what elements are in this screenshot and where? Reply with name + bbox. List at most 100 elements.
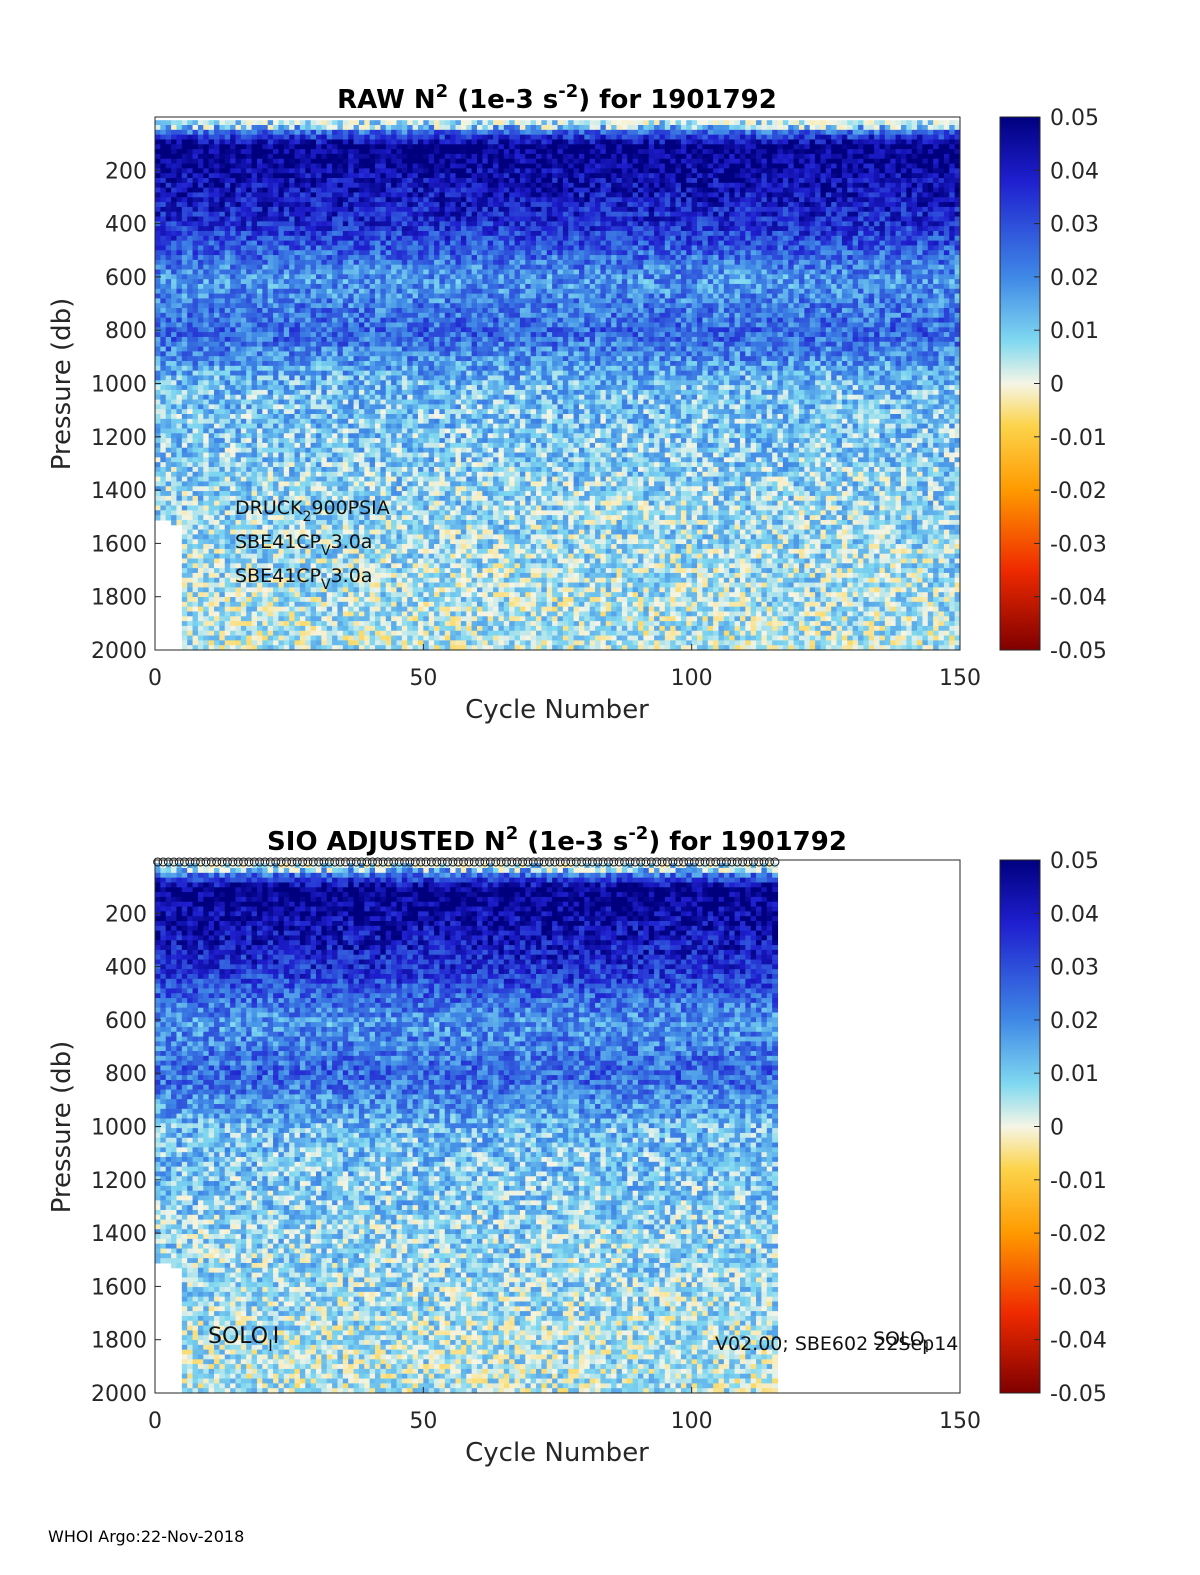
heatmap-cell	[187, 125, 193, 130]
heatmap-cell	[332, 587, 338, 592]
heatmap-cell	[316, 274, 322, 279]
heatmap-cell	[262, 472, 268, 477]
heatmap-cell	[316, 467, 322, 472]
heatmap-cell	[257, 284, 263, 289]
heatmap-cell	[289, 390, 295, 395]
heatmap-cell	[354, 356, 360, 361]
heatmap-cell	[337, 375, 343, 380]
heatmap-cell	[166, 188, 172, 193]
heatmap-cell	[359, 298, 365, 303]
heatmap-cell	[391, 120, 397, 125]
heatmap-cell	[198, 298, 204, 303]
heatmap-cell	[193, 226, 199, 231]
heatmap-cell	[160, 192, 166, 197]
heatmap-cell	[375, 270, 381, 275]
heatmap-cell	[337, 294, 343, 299]
heatmap-cell	[241, 120, 247, 125]
heatmap-cell	[182, 149, 188, 154]
heatmap-cell	[300, 313, 306, 318]
heatmap-cell	[225, 212, 231, 217]
heatmap-cell	[171, 448, 177, 453]
heatmap-cell	[295, 400, 301, 405]
heatmap-cell	[316, 322, 322, 327]
heatmap-cell	[375, 221, 381, 226]
heatmap-cell	[321, 347, 327, 352]
heatmap-cell	[225, 438, 231, 443]
heatmap-cell	[214, 313, 220, 318]
heatmap-cell	[182, 135, 188, 140]
heatmap-cell	[246, 298, 252, 303]
heatmap-cell	[380, 481, 386, 486]
heatmap-cell	[230, 592, 236, 597]
heatmap-cell	[182, 631, 188, 636]
heatmap-cell	[316, 616, 322, 621]
heatmap-cell	[278, 361, 284, 366]
heatmap-cell	[160, 400, 166, 405]
heatmap-cell	[241, 212, 247, 217]
heatmap-cell	[225, 270, 231, 275]
heatmap-cell	[364, 154, 370, 159]
heatmap-cell	[364, 443, 370, 448]
heatmap-cell	[193, 294, 199, 299]
heatmap-cell	[348, 313, 354, 318]
heatmap-cell	[305, 380, 311, 385]
heatmap-cell	[386, 308, 392, 313]
heatmap-cell	[236, 332, 242, 337]
heatmap-cell	[311, 231, 317, 236]
heatmap-cell	[295, 424, 301, 429]
heatmap-cell	[176, 453, 182, 458]
heatmap-cell	[332, 443, 338, 448]
heatmap-cell	[332, 274, 338, 279]
heatmap-cell	[252, 183, 258, 188]
heatmap-cell	[187, 530, 193, 535]
heatmap-cell	[225, 433, 231, 438]
heatmap-cell	[193, 520, 199, 525]
heatmap-cell	[391, 289, 397, 294]
heatmap-cell	[203, 510, 209, 515]
heatmap-cell	[327, 457, 333, 462]
heatmap-cell	[166, 130, 172, 135]
heatmap-cell	[198, 125, 204, 130]
heatmap-cell	[268, 144, 274, 149]
heatmap-cell	[230, 347, 236, 352]
heatmap-cell	[155, 515, 161, 520]
heatmap-cell	[176, 212, 182, 217]
heatmap-cell	[230, 192, 236, 197]
heatmap-cell	[203, 443, 209, 448]
heatmap-cell	[171, 472, 177, 477]
heatmap-cell	[241, 236, 247, 241]
heatmap-cell	[295, 284, 301, 289]
heatmap-cell	[246, 558, 252, 563]
heatmap-cell	[214, 457, 220, 462]
heatmap-cell	[337, 414, 343, 419]
heatmap-cell	[193, 289, 199, 294]
heatmap-cell	[332, 525, 338, 530]
heatmap-cell	[187, 188, 193, 193]
heatmap-cell	[316, 135, 322, 140]
heatmap-cell	[386, 351, 392, 356]
heatmap-cell	[343, 616, 349, 621]
heatmap-cell	[337, 419, 343, 424]
heatmap-cell	[284, 221, 290, 226]
heatmap-cell	[230, 139, 236, 144]
heatmap-cell	[193, 361, 199, 366]
heatmap-cell	[343, 212, 349, 217]
heatmap-cell	[262, 173, 268, 178]
heatmap-cell	[289, 120, 295, 125]
heatmap-cell	[171, 486, 177, 491]
heatmap-cell	[252, 139, 258, 144]
heatmap-cell	[268, 332, 274, 337]
heatmap-cell	[155, 477, 161, 482]
heatmap-cell	[160, 298, 166, 303]
heatmap-cell	[354, 457, 360, 462]
heatmap-cell	[273, 347, 279, 352]
heatmap-cell	[166, 414, 172, 419]
heatmap-cell	[241, 592, 247, 597]
heatmap-cell	[257, 327, 263, 332]
heatmap-cell	[219, 332, 225, 337]
heatmap-cell	[359, 120, 365, 125]
heatmap-cell	[284, 207, 290, 212]
heatmap-cell	[160, 428, 166, 433]
heatmap-cell	[155, 260, 161, 265]
heatmap-cell	[364, 164, 370, 169]
